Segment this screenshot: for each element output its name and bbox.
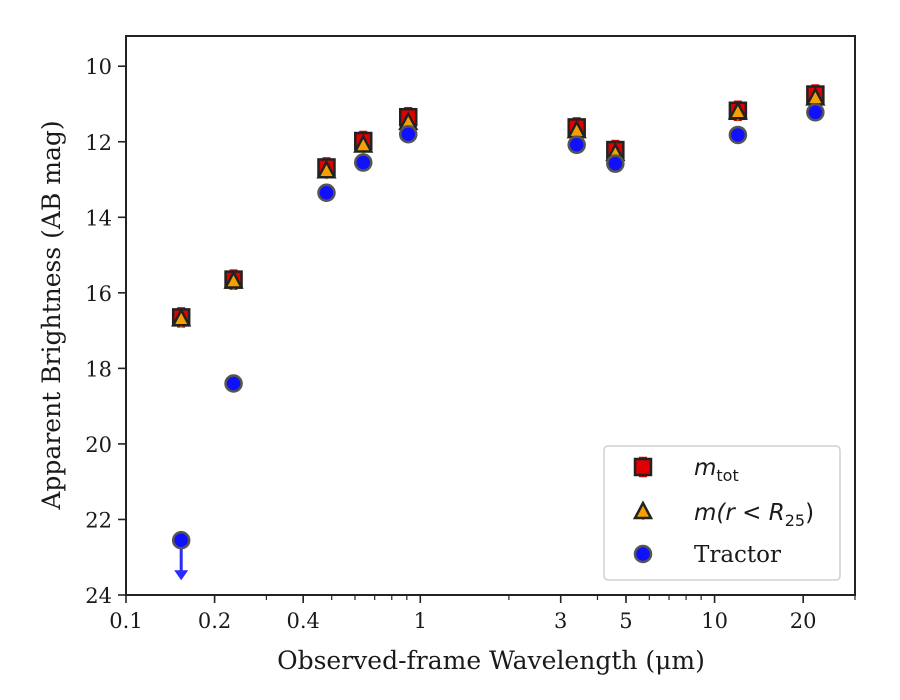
triangle-point [223,269,244,289]
x-tick-label: 3 [554,609,567,633]
legend-label: Tractor [694,542,781,568]
data-marks [171,84,826,581]
series-triangle [171,86,826,328]
plot-frame [125,35,856,596]
legend-circle-point [633,544,653,564]
y-axis-label: Apparent Brightness (AB mag) [37,120,66,510]
x-tick-label: 0.4 [286,609,319,633]
y-tick-label: 14 [85,206,112,230]
y-tick-label: 12 [85,131,112,155]
triangle-point [727,100,748,120]
y-tick-label: 10 [85,55,112,79]
x-tick-label: 0.2 [198,609,231,633]
x-tick-label: 0.1 [109,609,142,633]
circle-point [171,530,191,550]
triangle-point [171,307,192,327]
circle-point [728,125,748,145]
circle-point [354,153,373,172]
circle-point [567,135,586,155]
triangle-point [316,159,337,179]
x-axis: 0.1 0.2 0.4 1 3 5 10 20 [109,595,856,633]
x-tick-label: 5 [619,609,632,633]
legend-label: m(r < R25) [694,500,814,530]
y-tick-label: 20 [85,433,112,457]
circle-point [398,124,418,144]
series-circle [171,103,825,581]
legend: mtot m(r < R25) Tractor [603,445,841,581]
legend-triangle-point [632,500,654,520]
y-tick-label: 16 [85,282,112,306]
y-tick-label: 22 [85,508,112,532]
circle-point [317,183,336,202]
x-axis-label: Observed-frame Wavelength (μm) [277,646,705,675]
plot-area [125,35,856,596]
circle-point [606,154,625,173]
y-tick-label: 24 [85,584,112,608]
x-tick-label: 1 [414,609,427,633]
upper-limit-arrowhead [174,570,189,581]
triangle-point [353,133,374,153]
y-axis: 10 12 14 16 18 20 22 24 [85,55,126,608]
legend-box [603,445,841,581]
legend-square-point [633,457,653,477]
legend-label: mtot [694,455,739,485]
circle-point [806,103,825,122]
x-tick-label: 20 [790,609,817,633]
y-tick-label: 18 [85,357,112,381]
x-tick-label: 10 [701,609,728,633]
circle-point [224,374,243,393]
series-square [171,84,825,328]
